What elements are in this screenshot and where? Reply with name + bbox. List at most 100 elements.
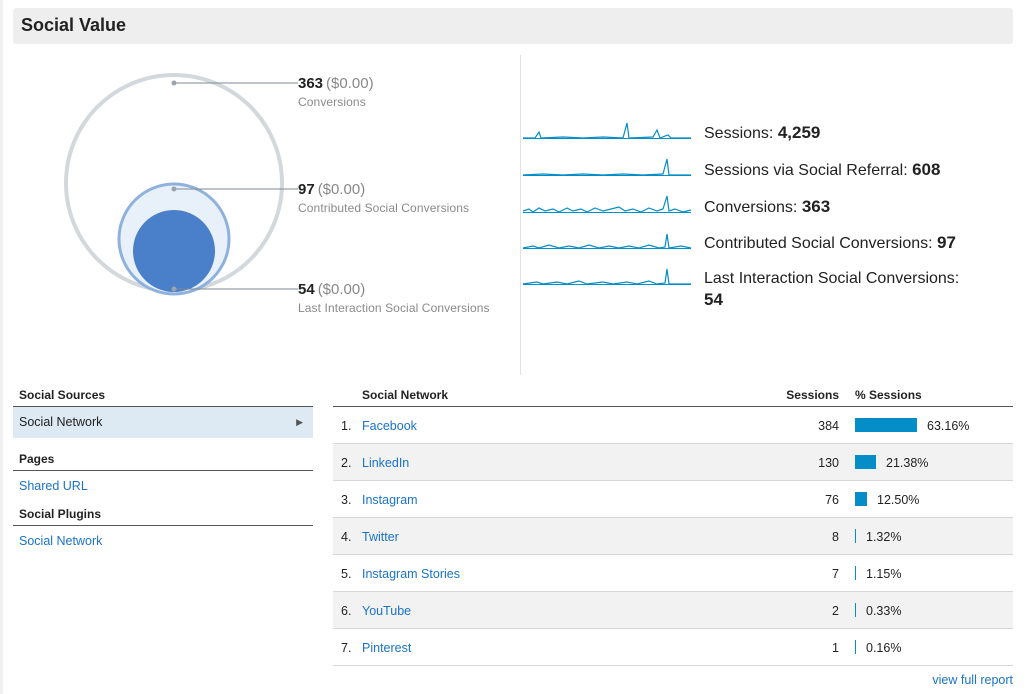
- sparkline-social-referral: Sessions via Social Referral: 608: [523, 155, 1013, 185]
- callout-conversions: 363 ($0.00) Conversions: [298, 75, 374, 109]
- sparkline-label-text: Sessions via Social Referral:: [704, 162, 908, 179]
- callout-money: ($0.00): [318, 181, 366, 198]
- sparkline-chart: [523, 155, 693, 179]
- callout-contributed: 97 ($0.00) Contributed Social Conversions: [298, 181, 469, 215]
- sparkline-chart: [523, 192, 693, 216]
- sessions-bar: [855, 603, 856, 617]
- sparkline-value: 363: [802, 197, 830, 216]
- callout-value: 363: [298, 75, 323, 92]
- sparkline-value: 608: [912, 160, 940, 179]
- callout-label: Last Interaction Social Conversions: [298, 301, 490, 315]
- sessions-percent: 21.38%: [886, 456, 928, 470]
- sparkline-conversions: Conversions: 363: [523, 192, 1013, 222]
- table-row: 6. YouTube 2 0.33%: [333, 592, 1013, 629]
- callout-label: Conversions: [298, 95, 374, 109]
- sessions-bar: [855, 455, 876, 469]
- sparkline-label-text: Last Interaction Social Conversions:: [704, 270, 959, 287]
- sparkline-label-text: Contributed Social Conversions:: [704, 235, 933, 252]
- table-row: 2. LinkedIn 130 21.38%: [333, 444, 1013, 481]
- sessions-value: 76: [825, 493, 839, 507]
- callout-value: 54: [298, 281, 315, 298]
- network-link[interactable]: Facebook: [362, 419, 417, 433]
- row-index: 5.: [341, 567, 351, 581]
- sparkline-label-text: Conversions:: [704, 199, 797, 216]
- table-row: 5. Instagram Stories 7 1.15%: [333, 555, 1013, 592]
- sessions-percent: 1.15%: [866, 567, 901, 581]
- sessions-value: 1: [832, 641, 839, 655]
- sessions-value: 8: [832, 530, 839, 544]
- network-link[interactable]: Pinterest: [362, 641, 411, 655]
- row-index: 3.: [341, 493, 351, 507]
- row-index: 2.: [341, 456, 351, 470]
- nav-item-label: Social Network: [19, 415, 102, 429]
- row-index: 4.: [341, 530, 351, 544]
- sparkline-label: Conversions: 363: [704, 197, 830, 217]
- social-sources-nav: Social Sources Social Network ▶ Pages Sh…: [13, 385, 313, 556]
- table-row: 7. Pinterest 1 0.16%: [333, 629, 1013, 666]
- vertical-divider: [520, 55, 521, 375]
- sessions-bar: [855, 529, 856, 543]
- sessions-percent: 1.32%: [866, 530, 901, 544]
- row-index: 7.: [341, 641, 351, 655]
- network-link[interactable]: LinkedIn: [362, 456, 409, 470]
- section-header: Social Value: [13, 8, 1013, 44]
- sparkline-last-interaction: Last Interaction Social Conversions: 54: [523, 264, 1013, 310]
- leader-dot-conversions: [172, 81, 177, 86]
- sessions-bar: [855, 640, 856, 654]
- leader-dot-contributed: [172, 187, 177, 192]
- callout-money: ($0.00): [318, 281, 366, 298]
- network-link[interactable]: Instagram Stories: [362, 567, 460, 581]
- sparkline-label: Last Interaction Social Conversions: 54: [704, 268, 1004, 311]
- column-header-network: Social Network: [362, 388, 448, 402]
- caret-right-icon: ▶: [296, 417, 303, 428]
- sparkline-chart: [523, 228, 693, 252]
- nav-item-social-network[interactable]: Social Network ▶: [13, 407, 313, 438]
- sparkline-contributed: Contributed Social Conversions: 97: [523, 228, 1013, 258]
- sessions-value: 130: [818, 456, 839, 470]
- sessions-bar: [855, 566, 856, 580]
- sparkline-chart: [523, 264, 693, 288]
- sparkline-chart: [523, 118, 693, 142]
- sparkline-value: 4,259: [778, 123, 821, 142]
- page-title: Social Value: [21, 15, 126, 36]
- social-network-table: Social Network Sessions % Sessions 1. Fac…: [333, 385, 1013, 666]
- sparkline-label: Contributed Social Conversions: 97: [704, 233, 956, 253]
- column-header-sessions: Sessions: [786, 388, 839, 402]
- nav-section-header: Pages: [13, 449, 313, 471]
- sparkline-label: Sessions: 4,259: [704, 123, 820, 143]
- sparkline-label-text: Sessions:: [704, 125, 773, 142]
- callout-money: ($0.00): [326, 75, 374, 92]
- inner-circle: [133, 210, 215, 292]
- sessions-value: 2: [832, 604, 839, 618]
- nav-item-social-plugins-network[interactable]: Social Network: [13, 526, 313, 556]
- conversion-circles: 363 ($0.00) Conversions 97 ($0.00) Contrib…: [0, 50, 520, 340]
- sparkline-value: 54: [704, 290, 723, 309]
- callout-value: 97: [298, 181, 315, 198]
- sessions-percent: 63.16%: [927, 419, 969, 433]
- callout-last-interaction: 54 ($0.00) Last Interaction Social Conver…: [298, 281, 490, 315]
- sparkline-label: Sessions via Social Referral: 608: [704, 160, 940, 180]
- column-header-pct-sessions: % Sessions: [855, 388, 922, 402]
- table-header: Social Network Sessions % Sessions: [333, 385, 1013, 407]
- network-link[interactable]: YouTube: [362, 604, 411, 618]
- sessions-value: 7: [832, 567, 839, 581]
- nav-section-header: Social Sources: [13, 385, 313, 407]
- sessions-percent: 12.50%: [877, 493, 919, 507]
- sessions-percent: 0.16%: [866, 641, 901, 655]
- table-row: 1. Facebook 384 63.16%: [333, 407, 1013, 444]
- row-index: 6.: [341, 604, 351, 618]
- sparkline-value: 97: [937, 233, 956, 252]
- callout-label: Contributed Social Conversions: [298, 201, 469, 215]
- nav-section-header: Social Plugins: [13, 504, 313, 526]
- view-full-report-link[interactable]: view full report: [932, 673, 1013, 687]
- network-link[interactable]: Instagram: [362, 493, 418, 507]
- sparkline-sessions: Sessions: 4,259: [523, 118, 1013, 148]
- nav-item-shared-url[interactable]: Shared URL: [13, 471, 313, 501]
- network-link[interactable]: Twitter: [362, 530, 399, 544]
- table-row: 4. Twitter 8 1.32%: [333, 518, 1013, 555]
- table-row: 3. Instagram 76 12.50%: [333, 481, 1013, 518]
- sessions-bar: [855, 418, 917, 432]
- sessions-percent: 0.33%: [866, 604, 901, 618]
- leader-dot-last: [172, 287, 177, 292]
- row-index: 1.: [341, 419, 351, 433]
